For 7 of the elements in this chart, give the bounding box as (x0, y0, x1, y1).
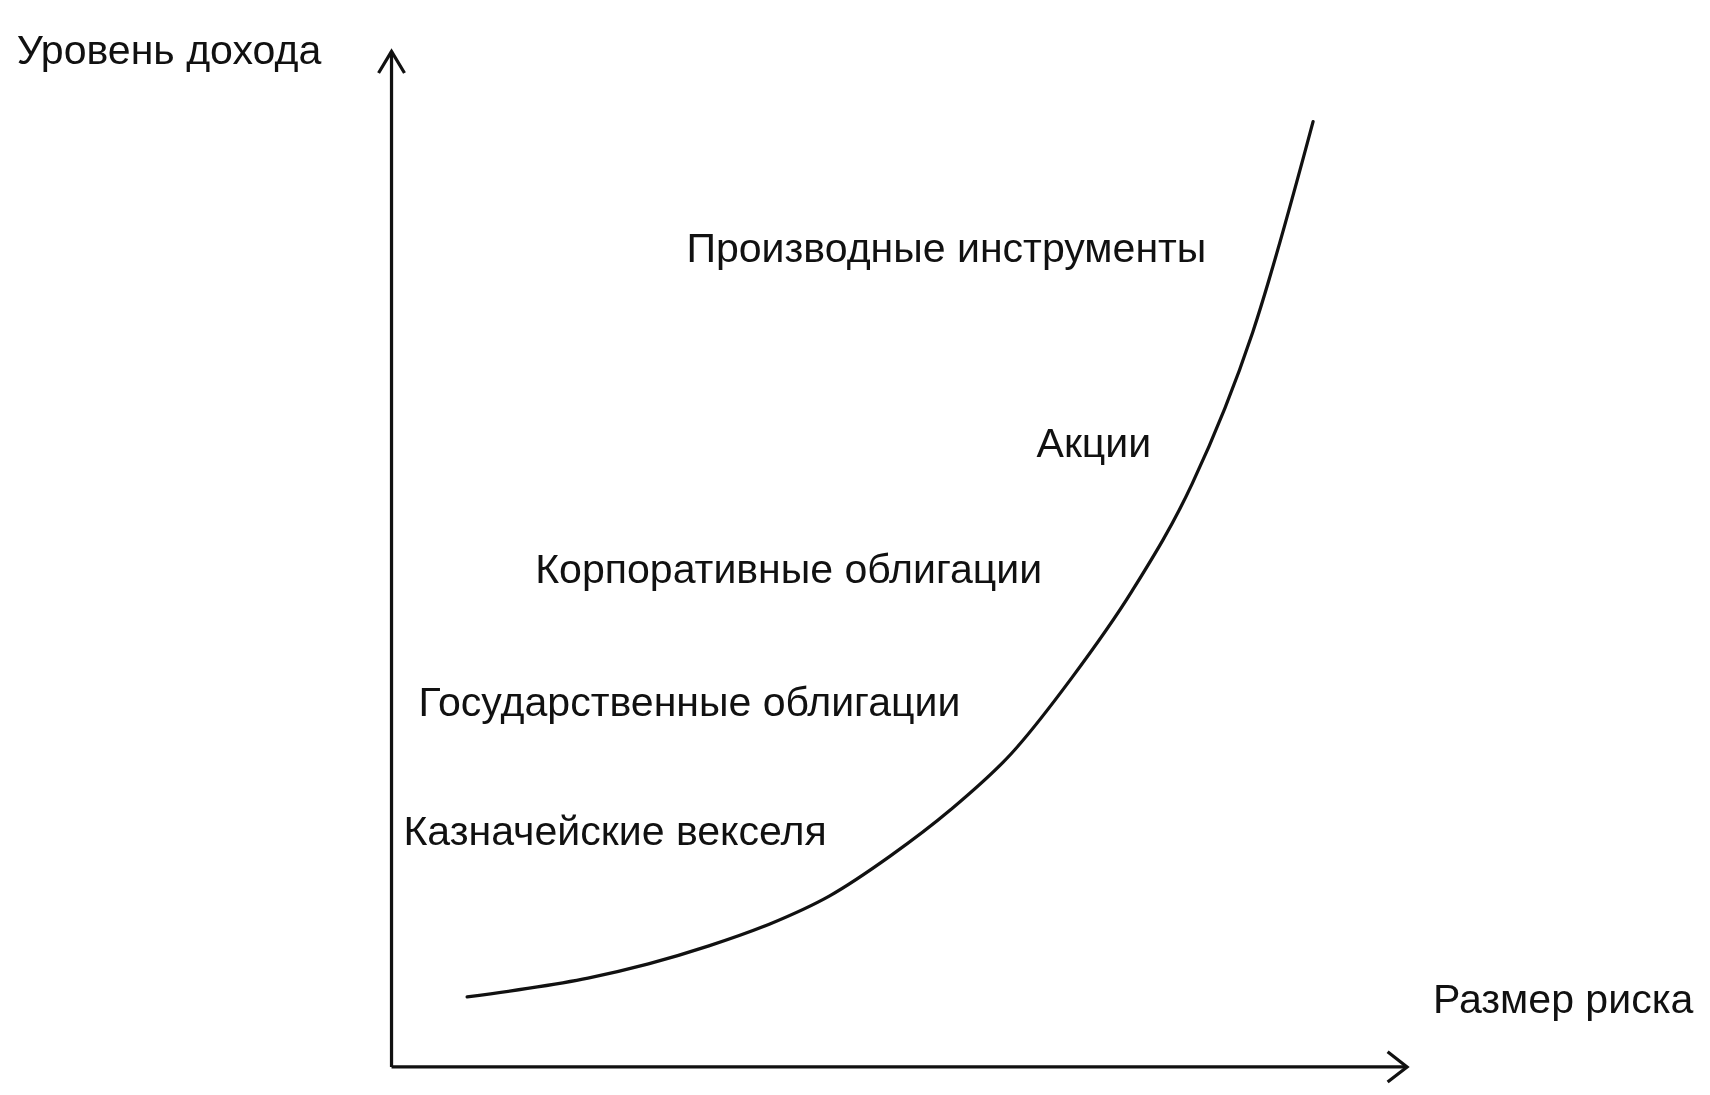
annotation: Корпоративные облигации (535, 545, 1043, 592)
x-axis-title: Размер риска (1432, 975, 1694, 1022)
annotation: Государственные облигации (418, 678, 961, 725)
annotation: Казначейские векселя (403, 808, 827, 855)
annotation: Производные инструменты (686, 225, 1207, 272)
y-axis-title: Уровень дохода (16, 27, 322, 74)
annotation: Акции (1036, 419, 1152, 466)
